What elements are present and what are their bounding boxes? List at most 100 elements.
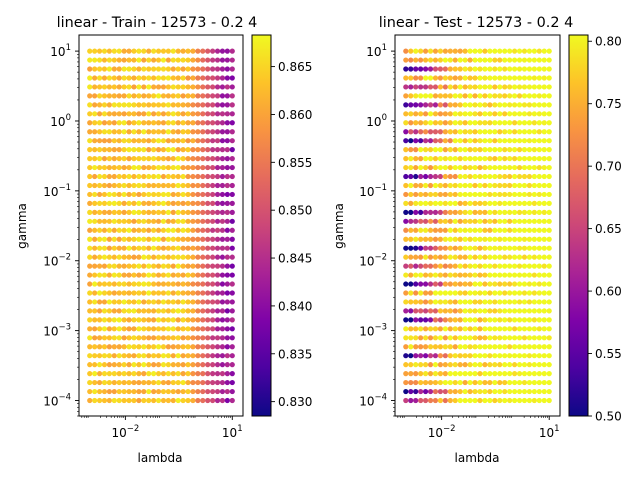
data-point bbox=[131, 57, 137, 63]
data-point bbox=[447, 218, 453, 224]
data-point bbox=[422, 379, 429, 386]
data-point bbox=[131, 371, 137, 377]
data-point bbox=[511, 245, 518, 251]
data-point bbox=[546, 218, 552, 224]
data-point bbox=[106, 236, 112, 242]
data-point bbox=[165, 272, 171, 278]
data-point bbox=[111, 200, 117, 206]
data-point bbox=[511, 57, 518, 63]
data-point bbox=[507, 218, 513, 224]
data-point bbox=[219, 191, 226, 198]
data-point bbox=[413, 308, 419, 314]
data-point bbox=[131, 93, 137, 99]
data-point bbox=[126, 84, 132, 90]
data-point bbox=[224, 156, 230, 162]
data-point bbox=[195, 272, 201, 278]
data-point bbox=[146, 236, 152, 242]
data-point bbox=[472, 379, 478, 386]
data-point bbox=[126, 138, 132, 144]
data-point bbox=[418, 335, 424, 341]
data-point bbox=[457, 182, 463, 189]
data-point bbox=[536, 102, 542, 108]
data-point bbox=[205, 254, 211, 260]
data-point bbox=[521, 209, 528, 215]
data-point bbox=[111, 57, 117, 63]
data-point bbox=[516, 317, 523, 323]
data-point bbox=[190, 156, 196, 162]
data-point bbox=[418, 209, 424, 215]
data-point bbox=[141, 48, 147, 54]
data-point bbox=[136, 75, 142, 81]
data-point bbox=[413, 200, 419, 206]
data-point bbox=[210, 362, 216, 368]
data-point bbox=[462, 93, 468, 99]
data-point bbox=[477, 75, 483, 81]
data-point bbox=[229, 209, 235, 215]
data-point bbox=[175, 48, 181, 54]
data-point bbox=[175, 164, 181, 171]
data-point bbox=[452, 129, 458, 135]
data-point bbox=[487, 84, 493, 90]
data-point bbox=[437, 156, 444, 162]
data-point bbox=[427, 164, 434, 171]
data-point bbox=[229, 397, 235, 404]
data-point bbox=[87, 299, 93, 305]
data-point bbox=[116, 48, 122, 54]
data-point bbox=[482, 182, 488, 189]
data-point bbox=[502, 218, 508, 224]
data-point bbox=[403, 129, 409, 135]
colorbar-tick-label: 0.840 bbox=[278, 299, 312, 313]
data-point bbox=[467, 182, 473, 189]
y-tick-label: 10−2 bbox=[43, 253, 71, 269]
data-point bbox=[170, 218, 176, 224]
data-point bbox=[190, 290, 196, 296]
data-point bbox=[165, 66, 171, 72]
data-point bbox=[492, 209, 498, 215]
data-point bbox=[531, 129, 537, 135]
data-point bbox=[121, 245, 127, 251]
data-point bbox=[546, 344, 552, 350]
data-point bbox=[531, 308, 537, 314]
data-point bbox=[413, 66, 419, 72]
data-point bbox=[160, 317, 167, 323]
data-point bbox=[511, 371, 518, 377]
data-point bbox=[432, 308, 439, 314]
data-point bbox=[418, 326, 424, 332]
data-point bbox=[536, 111, 542, 117]
data-point bbox=[546, 362, 552, 368]
data-point bbox=[185, 129, 191, 135]
data-point bbox=[457, 263, 463, 269]
data-point bbox=[521, 362, 528, 368]
data-point bbox=[205, 362, 211, 368]
data-point bbox=[229, 379, 235, 386]
data-point bbox=[472, 326, 478, 332]
data-point bbox=[126, 397, 132, 404]
data-point bbox=[497, 120, 503, 126]
data-point bbox=[214, 66, 221, 72]
data-point bbox=[229, 191, 235, 198]
data-point bbox=[87, 388, 93, 395]
data-point bbox=[521, 254, 528, 260]
data-point bbox=[452, 299, 458, 305]
data-point bbox=[452, 371, 458, 377]
data-point bbox=[131, 200, 137, 206]
data-point bbox=[457, 120, 463, 126]
data-point bbox=[541, 371, 547, 377]
data-point bbox=[482, 200, 488, 206]
data-point bbox=[96, 93, 103, 99]
data-point bbox=[462, 164, 468, 171]
data-point bbox=[101, 397, 108, 404]
data-point bbox=[96, 272, 103, 278]
data-point bbox=[413, 218, 419, 224]
data-point bbox=[531, 93, 537, 99]
data-point bbox=[427, 344, 434, 350]
data-point bbox=[536, 281, 542, 287]
data-point bbox=[536, 299, 542, 305]
data-point bbox=[141, 227, 147, 233]
data-point bbox=[185, 84, 191, 90]
data-point bbox=[87, 156, 93, 162]
data-point bbox=[195, 245, 201, 251]
data-point bbox=[151, 344, 157, 350]
data-point bbox=[531, 66, 537, 72]
